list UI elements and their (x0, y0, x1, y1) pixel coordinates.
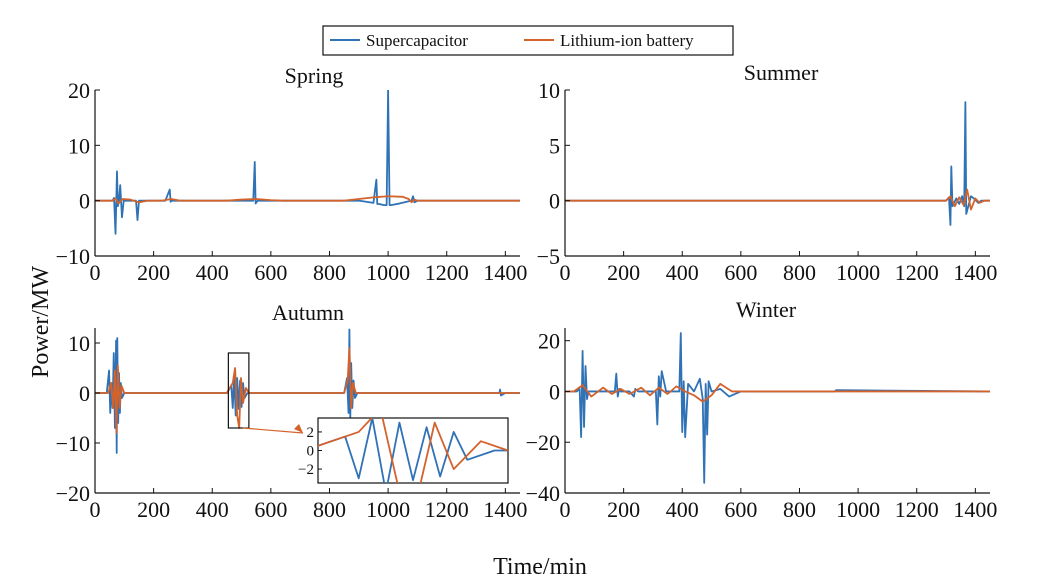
summer-x-tick-label: 800 (783, 260, 816, 285)
autumn-x-tick-label: 0 (90, 497, 101, 522)
legend: Supercapacitor Lithium-ion battery (322, 25, 734, 56)
legend-label-supercapacitor: Supercapacitor (366, 31, 468, 50)
winter-x-tick-label: 0 (560, 497, 571, 522)
autumn-x-tick-label: 400 (196, 497, 229, 522)
legend-label-lithium-ion-battery: Lithium-ion battery (560, 31, 694, 50)
spring-y-tick-label: 20 (68, 78, 90, 103)
summer-y-tick-label: 10 (538, 78, 560, 103)
inset-series-supercapacitor (318, 418, 508, 483)
summer-x-tick-label: 200 (607, 260, 640, 285)
winter-y-tick-label: 0 (549, 379, 560, 404)
summer-x-tick-label: 1200 (895, 260, 939, 285)
zoom-arrow-line (242, 427, 304, 434)
autumn-x-tick-label: 1400 (483, 497, 527, 522)
spring-x-tick-label: 800 (313, 260, 346, 285)
winter-title: Winter (736, 297, 797, 322)
autumn-x-tick-label: 600 (254, 497, 287, 522)
winter-x-tick-label: 1000 (836, 497, 880, 522)
spring-title: Spring (285, 63, 344, 88)
spring-x-tick-label: 1200 (425, 260, 469, 285)
summer-x-tick-label: 600 (724, 260, 757, 285)
inset-y-tick-label: 2 (307, 425, 315, 441)
summer-y-tick-label: 5 (549, 133, 560, 158)
spring-x-tick-label: 200 (137, 260, 170, 285)
autumn-y-tick-label: −20 (56, 481, 90, 506)
winter-y-tick-label: 20 (538, 329, 560, 354)
summer-x-tick-label: 400 (666, 260, 699, 285)
summer-x-tick-label: 0 (560, 260, 571, 285)
winter-x-tick-label: 200 (607, 497, 640, 522)
spring-x-tick-label: 1400 (483, 260, 527, 285)
autumn-x-tick-label: 1000 (366, 497, 410, 522)
summer-y-tick-label: 0 (549, 189, 560, 214)
spring-y-tick-label: 10 (68, 133, 90, 158)
spring-series-lithium-ion-battery (95, 195, 520, 205)
autumn-x-tick-label: 1200 (425, 497, 469, 522)
autumn-y-tick-label: 10 (68, 331, 90, 356)
winter-x-tick-label: 800 (783, 497, 816, 522)
zoom-arrow-head (294, 424, 303, 433)
summer-series-supercapacitor (565, 101, 990, 226)
zoom-region-box (227, 352, 250, 429)
autumn-title: Autumn (272, 300, 344, 325)
winter-y-tick-label: −40 (526, 481, 560, 506)
autumn-y-tick-label: −10 (56, 431, 90, 456)
winter-y-tick-label: −20 (526, 430, 560, 455)
inset-series-lithium-ion-battery (318, 418, 508, 483)
autumn-y-tick-label: 0 (79, 381, 90, 406)
summer-y-tick-label: −5 (537, 244, 560, 269)
x-axis-label: Time/min (493, 554, 587, 580)
spring-x-tick-label: 600 (254, 260, 287, 285)
autumn-x-tick-label: 800 (313, 497, 346, 522)
spring-x-tick-label: 1000 (366, 260, 410, 285)
winter-series-supercapacitor (565, 332, 990, 484)
winter-series-lithium-ion-battery (565, 382, 990, 403)
inset-zoom: −2 0 2 (227, 352, 509, 484)
summer-title: Summer (744, 60, 819, 85)
spring-x-tick-label: 400 (196, 260, 229, 285)
summer-x-tick-label: 1000 (836, 260, 880, 285)
summer-series-lithium-ion-battery (565, 188, 990, 211)
autumn-x-tick-label: 200 (137, 497, 170, 522)
winter-x-tick-label: 600 (724, 497, 757, 522)
spring-series-supercapacitor (95, 90, 520, 235)
summer-x-tick-label: 1400 (953, 260, 997, 285)
spring-y-tick-label: 0 (79, 189, 90, 214)
autumn-series-lithium-ion-battery (95, 347, 520, 434)
winter-x-tick-label: 400 (666, 497, 699, 522)
inset-y-tick-label: −2 (298, 462, 314, 478)
inset-frame (317, 417, 509, 484)
inset-y-tick-label: 0 (307, 444, 315, 460)
winter-x-tick-label: 1200 (895, 497, 939, 522)
spring-x-tick-label: 0 (90, 260, 101, 285)
spring-y-tick-label: −10 (56, 244, 90, 269)
winter-x-tick-label: 1400 (953, 497, 997, 522)
y-axis-label: Power/MW (28, 266, 54, 378)
subplot-winter: 0 200 400 600 800 1000 1200 1400 −40 −20 0 20 Winter (526, 297, 998, 522)
